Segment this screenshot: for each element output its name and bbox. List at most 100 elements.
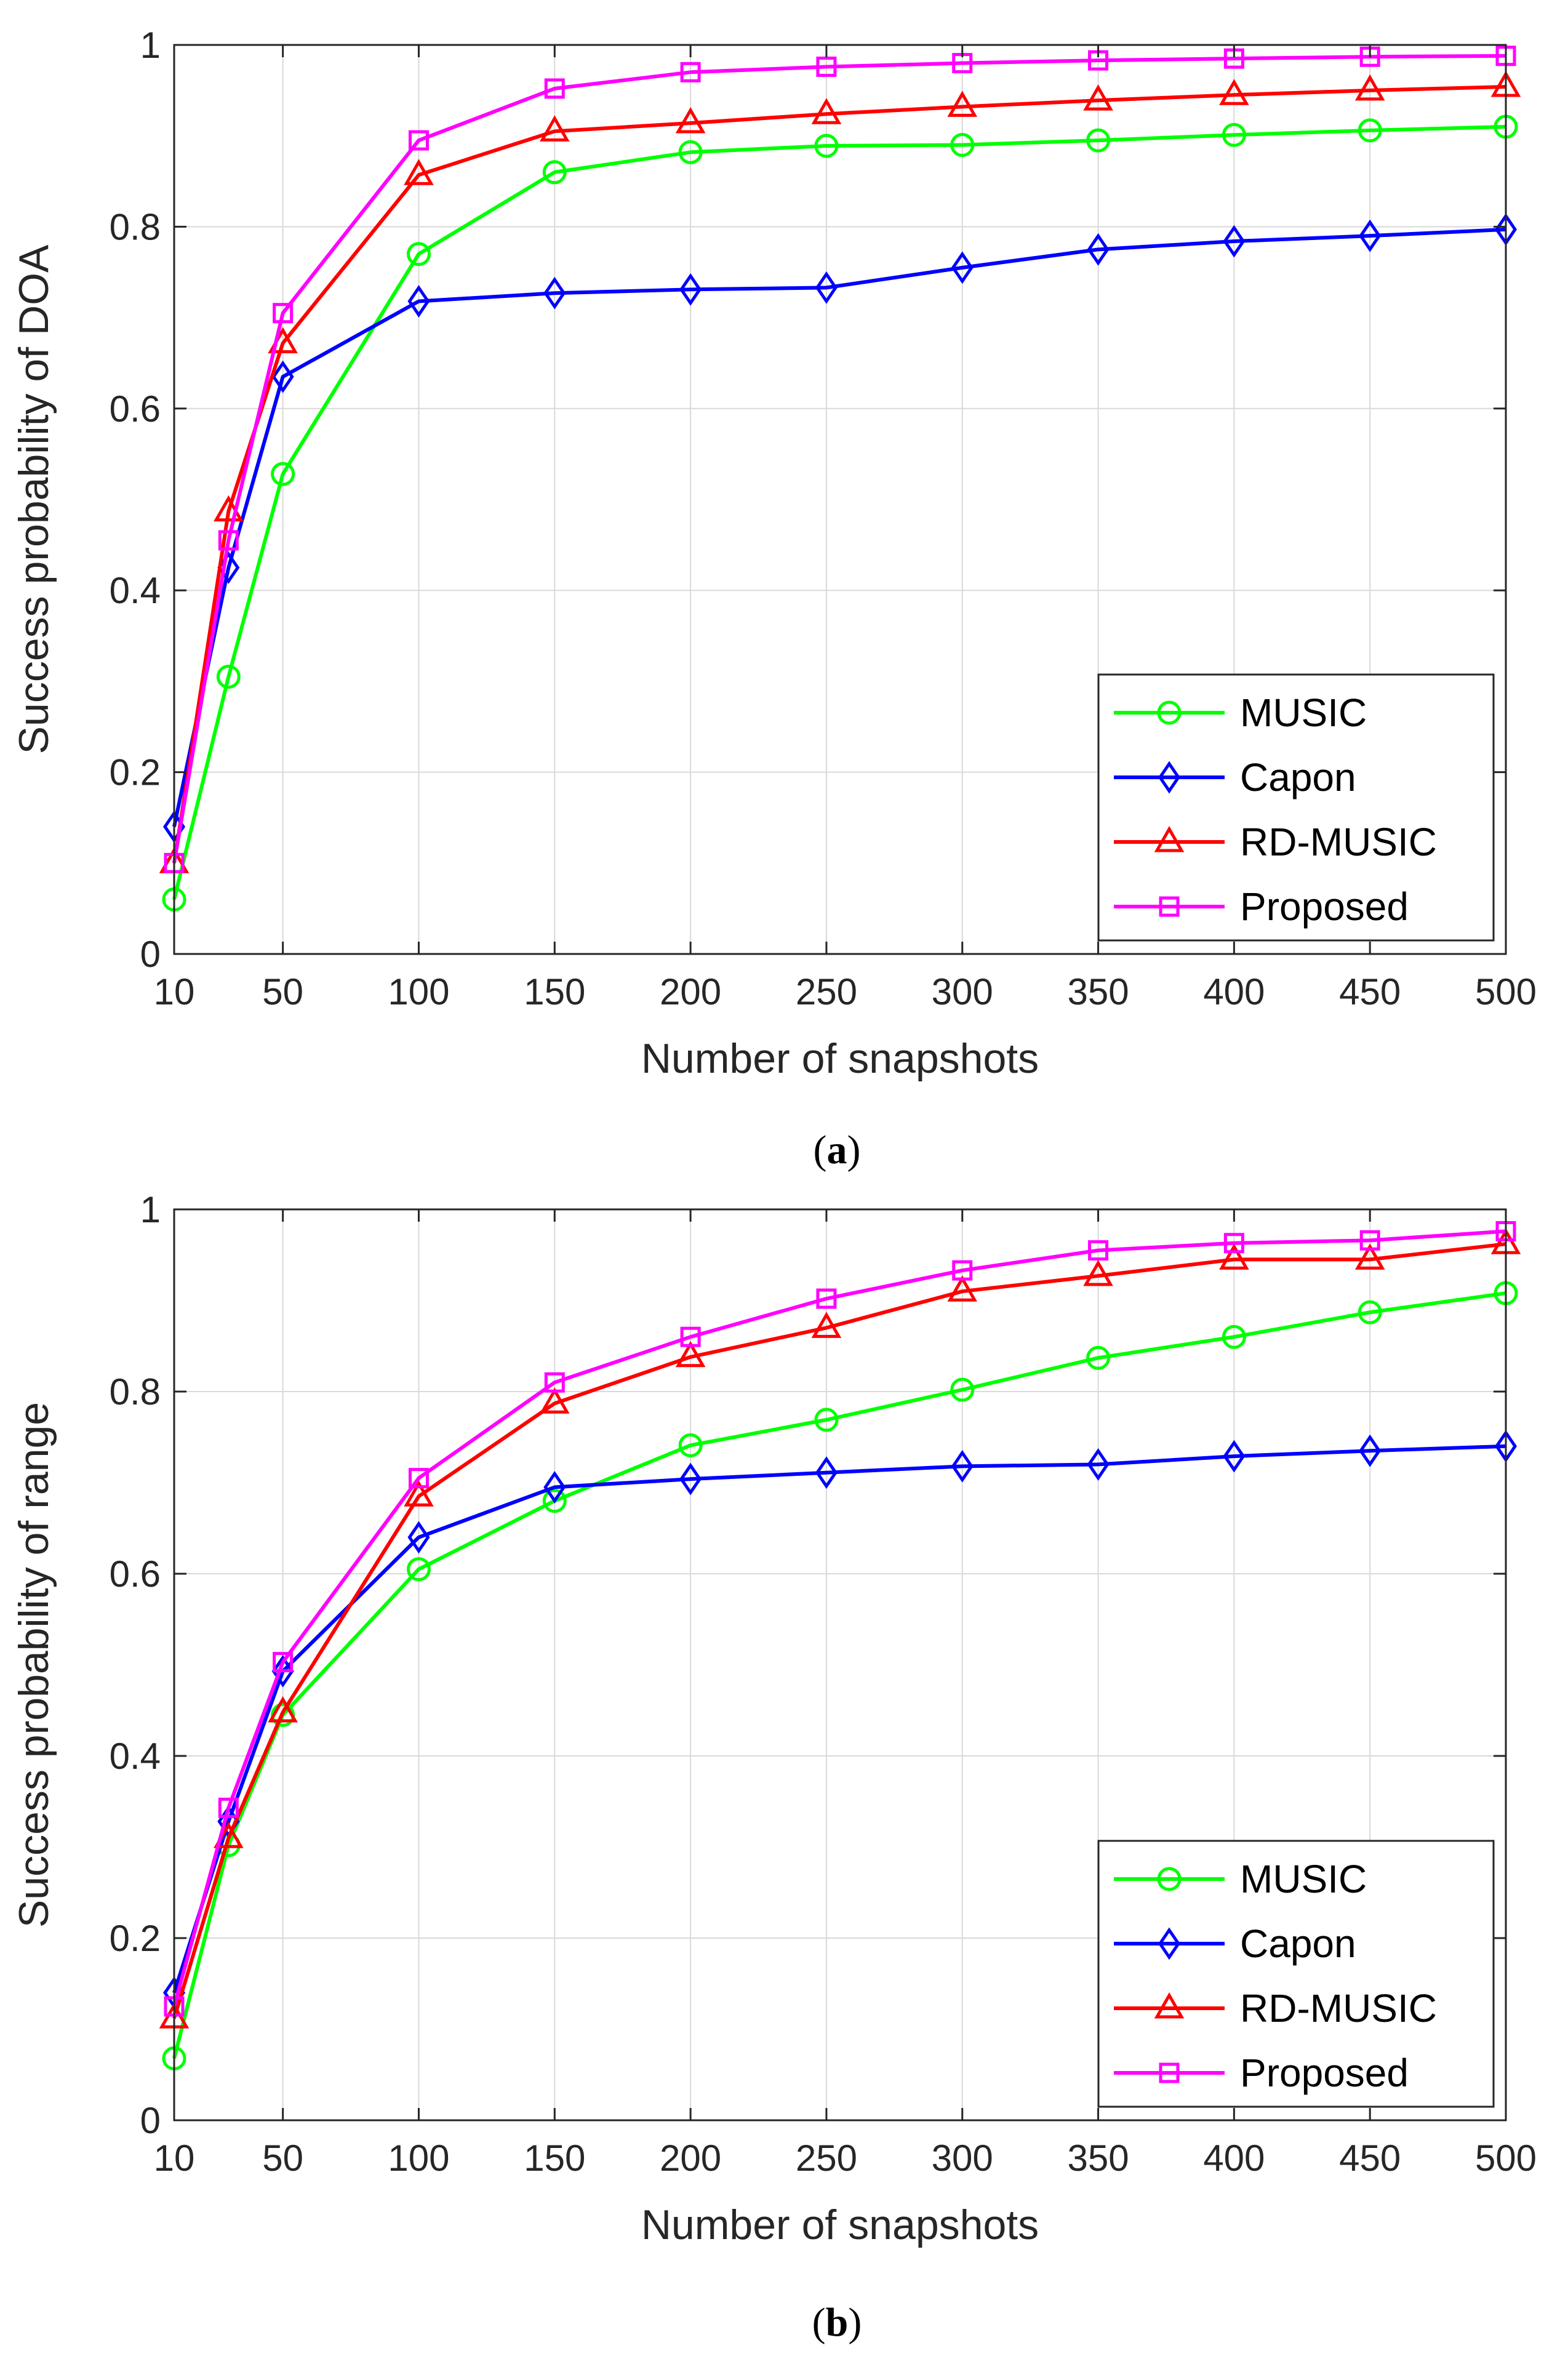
legend-box bbox=[1097, 673, 1495, 942]
data-point-music bbox=[814, 1408, 839, 1432]
legend: MUSIC Capon RD-MUSIC Proposed bbox=[1097, 673, 1495, 942]
y-tick-label: 0.8 bbox=[110, 1371, 161, 1412]
series-line-rd-music bbox=[172, 1242, 1506, 2019]
x-tick-label: 50 bbox=[262, 971, 303, 1012]
series-line-capon bbox=[172, 1444, 1506, 1993]
caption-open: ( bbox=[812, 2300, 826, 2345]
data-point-proposed bbox=[544, 78, 565, 99]
legend-marker-proposed bbox=[1159, 2062, 1180, 2083]
data-point-proposed bbox=[544, 1372, 565, 1393]
x-tick-label: 350 bbox=[1067, 971, 1129, 1012]
y-tick-label: 0.4 bbox=[110, 570, 161, 611]
data-point-capon bbox=[1223, 1440, 1246, 1473]
legend-marker-music bbox=[1157, 1867, 1182, 1891]
data-point-music bbox=[406, 242, 431, 266]
data-point-rd-music bbox=[811, 1312, 842, 1338]
legend-label-music: MUSIC bbox=[1240, 1857, 1367, 1901]
series-line-rd-music bbox=[172, 84, 1506, 863]
data-point-rd-music bbox=[1354, 74, 1385, 101]
data-point-capon bbox=[543, 276, 566, 310]
data-point-music bbox=[1358, 118, 1382, 143]
data-point-capon bbox=[271, 1654, 294, 1688]
axes-box bbox=[173, 44, 1507, 955]
x-tick-label: 400 bbox=[1203, 2138, 1265, 2179]
y-tick-label: 1 bbox=[140, 25, 161, 66]
x-tick-label: 200 bbox=[660, 971, 721, 1012]
y-tick-label: 0 bbox=[140, 934, 161, 975]
x-tick-label: 400 bbox=[1203, 971, 1265, 1012]
data-point-capon bbox=[951, 251, 974, 284]
data-point-music bbox=[1222, 122, 1246, 147]
x-tick-label: 150 bbox=[524, 2138, 585, 2179]
data-point-music bbox=[678, 1433, 703, 1457]
data-point-music bbox=[814, 134, 839, 158]
data-point-music bbox=[1358, 1300, 1382, 1324]
legend-box bbox=[1097, 1840, 1495, 2108]
data-point-rd-music bbox=[1354, 1243, 1385, 1270]
legend-label-music: MUSIC bbox=[1240, 691, 1367, 735]
panel-a: 10 50 100 150 200 250 300 350 400 450 500 0 0.2 0.4 0.… bbox=[10, 25, 1537, 1172]
series-line-capon bbox=[172, 227, 1506, 827]
legend-marker-rd-music bbox=[1154, 825, 1185, 852]
data-point-proposed bbox=[273, 303, 294, 324]
x-tick-label: 150 bbox=[524, 971, 585, 1012]
data-point-rd-music bbox=[1219, 1243, 1249, 1270]
data-point-rd-music bbox=[947, 90, 978, 117]
data-point-proposed bbox=[680, 1326, 701, 1347]
series-line-music bbox=[172, 124, 1506, 900]
data-point-capon bbox=[1359, 219, 1382, 252]
axes-box bbox=[173, 1208, 1507, 2122]
caption-letter: b bbox=[826, 2300, 849, 2345]
data-point-proposed bbox=[218, 530, 239, 551]
x-tick-label: 300 bbox=[932, 2138, 993, 2179]
x-tick-label: 200 bbox=[660, 2138, 721, 2179]
data-point-rd-music bbox=[947, 1275, 978, 1302]
data-point-rd-music bbox=[1083, 84, 1113, 111]
x-tick-label: 10 bbox=[154, 2138, 195, 2179]
caption-close: ) bbox=[847, 1128, 861, 1172]
legend-marker-proposed bbox=[1159, 896, 1180, 917]
x-tick-label: 250 bbox=[796, 971, 857, 1012]
data-point-rd-music bbox=[268, 1696, 298, 1723]
caption-open: ( bbox=[814, 1128, 827, 1172]
data-point-capon bbox=[815, 1456, 838, 1489]
data-point-music bbox=[950, 132, 975, 157]
data-point-rd-music bbox=[404, 1480, 434, 1507]
legend-label-proposed: Proposed bbox=[1240, 884, 1409, 929]
data-point-rd-music bbox=[539, 115, 570, 142]
data-point-music bbox=[1222, 1324, 1246, 1349]
data-point-capon bbox=[1223, 225, 1246, 258]
x-tick-label: 300 bbox=[932, 971, 993, 1012]
data-point-proposed bbox=[816, 56, 837, 77]
data-point-capon bbox=[271, 360, 294, 393]
legend-marker-music bbox=[1157, 700, 1182, 725]
data-point-capon bbox=[1087, 233, 1110, 266]
data-point-proposed bbox=[952, 1260, 973, 1281]
x-axis-label: Number of snapshots bbox=[641, 1035, 1039, 1082]
data-point-rd-music bbox=[675, 106, 706, 134]
legend: MUSIC Capon RD-MUSIC Proposed bbox=[1097, 1840, 1495, 2108]
data-point-music bbox=[406, 1557, 431, 1582]
data-point-music bbox=[271, 462, 295, 486]
x-axis-label: Number of snapshots bbox=[641, 2202, 1039, 2248]
data-point-rd-music bbox=[1219, 79, 1249, 105]
data-point-rd-music bbox=[811, 98, 842, 124]
data-point-capon bbox=[951, 1449, 974, 1483]
x-tick-label: 50 bbox=[262, 2138, 303, 2179]
y-tick-label: 0 bbox=[140, 2100, 161, 2141]
data-point-rd-music bbox=[1083, 1260, 1113, 1286]
y-tick-label: 1 bbox=[140, 1189, 161, 1230]
data-point-proposed bbox=[1223, 1233, 1244, 1254]
data-point-capon bbox=[1087, 1448, 1110, 1481]
data-point-music bbox=[1086, 1345, 1111, 1370]
x-tick-label: 250 bbox=[796, 2138, 857, 2179]
y-tick-label: 0.4 bbox=[110, 1736, 161, 1777]
data-point-proposed bbox=[680, 62, 701, 82]
caption-letter: a bbox=[827, 1128, 847, 1172]
data-point-music bbox=[542, 160, 567, 185]
y-tick-label: 0.6 bbox=[110, 388, 161, 430]
data-point-music bbox=[678, 140, 703, 164]
x-tick-label: 500 bbox=[1475, 971, 1537, 1012]
y-tick-label: 0.6 bbox=[110, 1553, 161, 1595]
